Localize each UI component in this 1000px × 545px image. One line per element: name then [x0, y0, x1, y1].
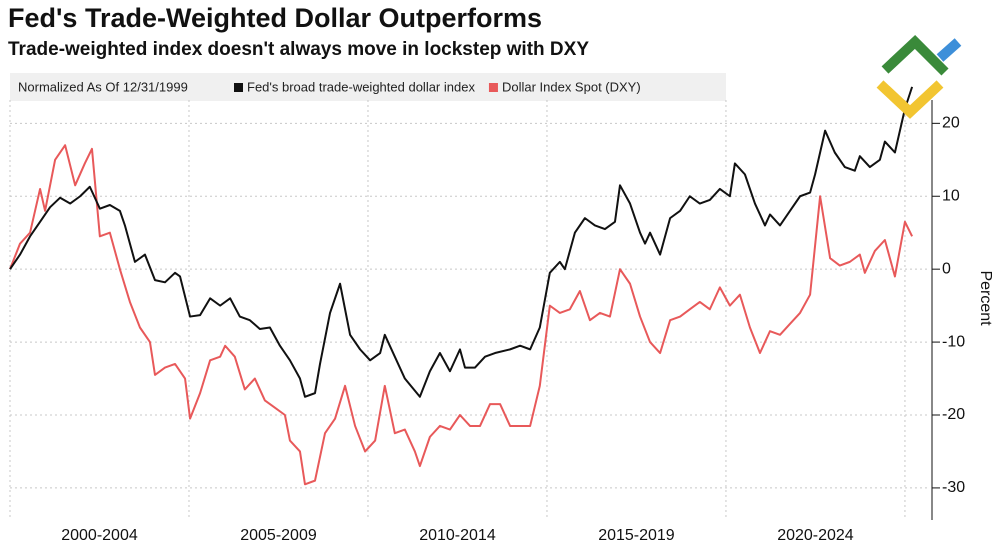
legend-label: Fed's broad trade-weighted dollar index — [247, 79, 475, 94]
x-band-label: 2005-2009 — [240, 527, 317, 544]
y-axis-label: Percent — [977, 270, 994, 326]
legend-box — [10, 73, 726, 101]
logo-green — [881, 35, 949, 76]
chart-subtitle: Trade-weighted index doesn't always move… — [8, 39, 589, 60]
y-tick-label: -10 — [942, 333, 965, 350]
legend-swatch — [488, 83, 498, 92]
series-line — [9, 144, 913, 486]
logo-blue — [936, 38, 962, 62]
y-tick-label: 20 — [942, 115, 960, 132]
x-band-label: 2010-2014 — [419, 527, 496, 544]
legend-swatch — [234, 83, 243, 92]
x-band-label: 2020-2024 — [777, 527, 854, 544]
y-tick-label: -30 — [942, 479, 965, 496]
series-line — [9, 86, 914, 398]
legend-label: Dollar Index Spot (DXY) — [502, 79, 641, 94]
chart-title: Fed's Trade-Weighted Dollar Outperforms — [8, 3, 542, 33]
y-tick-label: 10 — [942, 187, 960, 204]
y-tick-label: -20 — [942, 406, 965, 423]
legend-title: Normalized As Of 12/31/1999 — [18, 79, 188, 94]
logo — [876, 35, 962, 119]
x-band-label: 2015-2019 — [598, 527, 675, 544]
y-tick-label: 0 — [942, 260, 951, 277]
x-band-label: 2000-2004 — [61, 527, 138, 544]
logo-yellow — [876, 80, 944, 119]
